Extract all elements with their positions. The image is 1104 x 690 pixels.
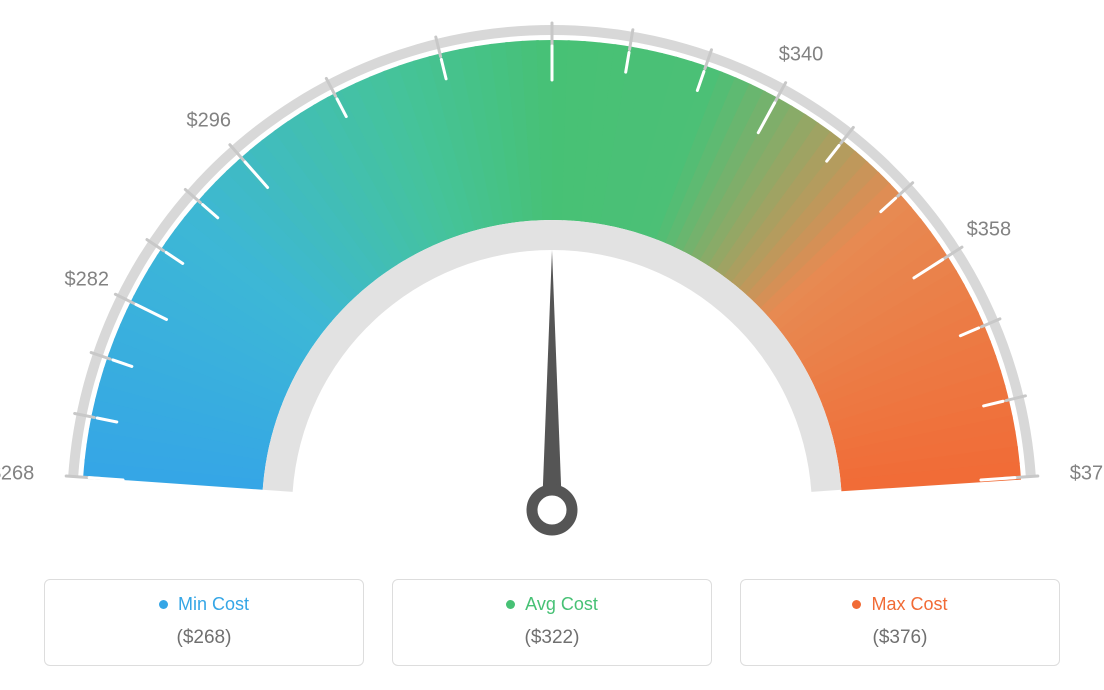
legend-dot-max	[852, 600, 861, 609]
gauge-tick-label: $282	[64, 269, 109, 292]
legend-dot-avg	[506, 600, 515, 609]
legend-title-min: Min Cost	[159, 594, 249, 615]
legend-value-avg: ($322)	[393, 627, 711, 649]
legend-card-max: Max Cost ($376)	[740, 579, 1060, 666]
gauge-tick-label: $268	[0, 462, 34, 485]
legend-label-max: Max Cost	[871, 594, 947, 615]
legend-label-avg: Avg Cost	[525, 594, 598, 615]
gauge-tick-label: $296	[186, 109, 231, 132]
gauge-tick-label: $358	[967, 218, 1012, 241]
legend-title-avg: Avg Cost	[506, 594, 598, 615]
gauge-svg	[0, 0, 1104, 560]
legend-value-min: ($268)	[45, 627, 363, 649]
gauge-tick-label: $376	[1070, 462, 1104, 485]
legend-label-min: Min Cost	[178, 594, 249, 615]
legend-row: Min Cost ($268) Avg Cost ($322) Max Cost…	[0, 579, 1104, 666]
gauge-tick-label: $322	[530, 0, 575, 3]
gauge-tick-label: $340	[779, 43, 824, 66]
legend-card-avg: Avg Cost ($322)	[392, 579, 712, 666]
legend-title-max: Max Cost	[852, 594, 947, 615]
legend-card-min: Min Cost ($268)	[44, 579, 364, 666]
legend-dot-min	[159, 600, 168, 609]
gauge-chart: $268 $282 $296 $322 $340 $358 $376	[0, 0, 1104, 560]
legend-value-max: ($376)	[741, 627, 1059, 649]
